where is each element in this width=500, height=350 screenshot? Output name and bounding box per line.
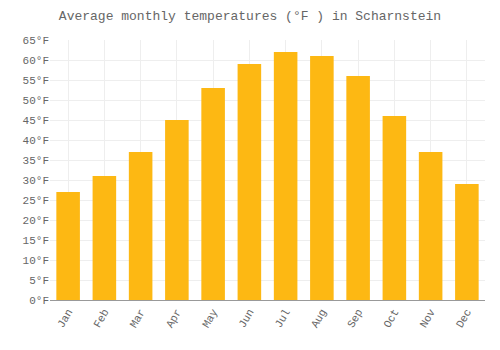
svg-text:Mar: Mar [128,307,148,330]
svg-text:60°F: 60°F [23,55,49,67]
svg-text:Nov: Nov [418,307,438,330]
svg-text:25°F: 25°F [23,195,49,207]
svg-text:Jun: Jun [236,307,256,330]
svg-text:10°F: 10°F [23,255,49,267]
svg-text:Apr: Apr [164,307,184,330]
svg-text:20°F: 20°F [23,215,49,227]
svg-text:45°F: 45°F [23,115,49,127]
svg-text:30°F: 30°F [23,175,49,187]
svg-text:Aug: Aug [309,307,329,330]
svg-text:Sep: Sep [345,307,365,330]
svg-text:0°F: 0°F [29,295,49,307]
svg-text:65°F: 65°F [23,35,49,47]
svg-text:Feb: Feb [91,307,111,330]
svg-text:5°F: 5°F [29,275,49,287]
svg-text:Jul: Jul [273,307,293,330]
svg-text:50°F: 50°F [23,95,49,107]
svg-text:Jan: Jan [55,307,75,330]
svg-text:15°F: 15°F [23,235,49,247]
svg-text:Dec: Dec [454,307,474,330]
svg-text:40°F: 40°F [23,135,49,147]
svg-text:Oct: Oct [381,307,401,330]
svg-text:55°F: 55°F [23,75,49,87]
svg-text:May: May [200,307,220,330]
svg-text:Average monthly temperatures (: Average monthly temperatures (°F ) in Sc… [59,9,441,24]
svg-text:35°F: 35°F [23,155,49,167]
